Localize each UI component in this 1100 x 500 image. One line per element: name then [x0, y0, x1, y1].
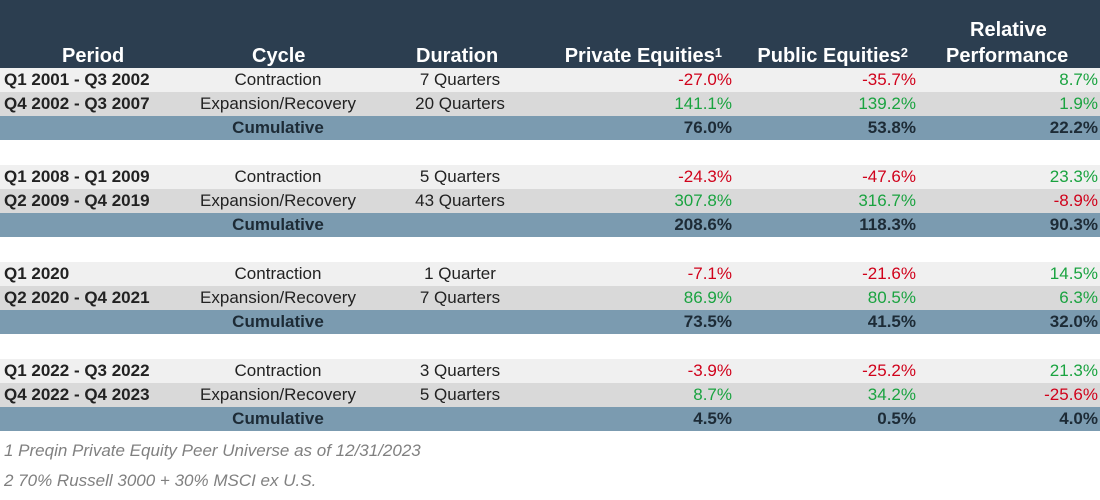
- cycle-cell: Expansion/Recovery: [200, 288, 356, 307]
- public-equities-cell: 34.2%: [867, 385, 916, 404]
- table-header: Period Cycle Duration Private Equities1 …: [0, 0, 1100, 68]
- table-row: Q2 2009 - Q4 2019 Expansion/Recovery 43 Qu…: [0, 189, 1100, 213]
- cumulative-private-cell: 208.6%: [674, 215, 732, 234]
- private-equities-cell: 141.1%: [674, 94, 732, 113]
- cumulative-label: Cumulative: [232, 409, 324, 428]
- public-equities-cell: 316.7%: [858, 191, 916, 210]
- period-cell: Q1 2022 - Q3 2022: [4, 361, 150, 380]
- cumulative-relative-cell: 32.0%: [1049, 312, 1098, 331]
- public-equities-cell: -21.6%: [862, 264, 916, 283]
- duration-cell: 5 Quarters: [419, 385, 501, 404]
- duration-cell: 1 Quarter: [424, 264, 496, 283]
- cumulative-private-cell: 73.5%: [683, 312, 732, 331]
- duration-cell: 20 Quarters: [415, 94, 505, 113]
- cumulative-private-cell: 4.5%: [693, 409, 732, 428]
- cumulative-row: Cumulative 208.6% 118.3% 90.3%: [0, 213, 1100, 237]
- period-cell: Q1 2008 - Q1 2009: [4, 167, 150, 186]
- cycle-cell: Expansion/Recovery: [200, 191, 356, 210]
- period-cell: Q4 2022 - Q4 2023: [4, 385, 150, 404]
- relative-performance-cell: 1.9%: [1059, 94, 1098, 113]
- cumulative-row: Cumulative 76.0% 53.8% 22.2%: [0, 116, 1100, 140]
- cumulative-label: Cumulative: [232, 118, 324, 137]
- private-equities-cell: 86.9%: [683, 288, 732, 307]
- period-cell: Q1 2020: [4, 264, 70, 283]
- cycle-cell: Contraction: [234, 167, 322, 186]
- cumulative-label: Cumulative: [232, 312, 324, 331]
- cycle-cell: Contraction: [234, 361, 322, 380]
- private-equities-cell: -7.1%: [687, 264, 732, 283]
- footnote-1: 1 Preqin Private Equity Peer Universe as…: [4, 441, 421, 460]
- header-duration: Duration: [416, 45, 499, 67]
- private-equities-cell: -27.0%: [678, 70, 732, 89]
- cumulative-relative-cell: 90.3%: [1049, 215, 1098, 234]
- header-private-equities: Private Equities1: [564, 45, 722, 67]
- relative-performance-cell: 21.3%: [1049, 361, 1098, 380]
- cumulative-public-cell: 41.5%: [867, 312, 916, 331]
- relative-performance-cell: 8.7%: [1059, 70, 1098, 89]
- cycle-cell: Expansion/Recovery: [200, 94, 356, 113]
- public-equities-cell: 139.2%: [858, 94, 916, 113]
- period-cell: Q4 2002 - Q3 2007: [4, 94, 150, 113]
- header-cycle: Cycle: [252, 45, 306, 67]
- footnote-2: 2 70% Russell 3000 + 30% MSCI ex U.S.: [4, 471, 317, 490]
- table-row: Q2 2020 - Q4 2021 Expansion/Recovery 7 Qua…: [0, 286, 1100, 310]
- public-equities-cell: -47.6%: [862, 167, 916, 186]
- private-equities-cell: 307.8%: [674, 191, 732, 210]
- duration-cell: 7 Quarters: [419, 288, 501, 307]
- header-period: Period: [62, 45, 125, 67]
- private-equities-cell: -3.9%: [687, 361, 732, 380]
- duration-cell: 3 Quarters: [419, 361, 501, 380]
- public-equities-cell: 80.5%: [867, 288, 916, 307]
- relative-performance-cell: 6.3%: [1059, 288, 1098, 307]
- cycle-cell: Contraction: [234, 264, 322, 283]
- table-row: Q1 2008 - Q1 2009 Contraction 5 Quarters -2…: [0, 165, 1100, 189]
- relative-performance-cell: -8.9%: [1053, 191, 1098, 210]
- private-equities-cell: -24.3%: [678, 167, 732, 186]
- cumulative-row: Cumulative 73.5% 41.5% 32.0%: [0, 310, 1100, 334]
- footnotes: 1 Preqin Private Equity Peer Universe as…: [4, 436, 421, 496]
- duration-cell: 5 Quarters: [419, 167, 501, 186]
- table-row: Q4 2022 - Q4 2023 Expansion/Recovery 5 Qua…: [0, 383, 1100, 407]
- cycle-cell: Contraction: [234, 70, 322, 89]
- cumulative-public-cell: 53.8%: [867, 118, 916, 137]
- cumulative-public-cell: 118.3%: [859, 215, 916, 234]
- duration-cell: 43 Quarters: [415, 191, 505, 210]
- relative-performance-cell: 23.3%: [1049, 167, 1098, 186]
- public-equities-cell: -25.2%: [862, 361, 916, 380]
- cumulative-relative-cell: 4.0%: [1059, 409, 1098, 428]
- period-cell: Q1 2001 - Q3 2002: [4, 70, 150, 89]
- cycle-cell: Expansion/Recovery: [200, 385, 356, 404]
- period-cell: Q2 2020 - Q4 2021: [4, 288, 150, 307]
- public-equities-cell: -35.7%: [862, 70, 916, 89]
- table-row: Q1 2020 Contraction 1 Quarter -7.1% -21.6% 14…: [0, 262, 1100, 286]
- header-relative-line1: Relative: [970, 19, 1047, 41]
- private-equities-cell: 8.7%: [693, 385, 732, 404]
- relative-performance-cell: 14.5%: [1049, 264, 1098, 283]
- period-cell: Q2 2009 - Q4 2019: [4, 191, 150, 210]
- header-public-equities: Public Equities2: [757, 45, 908, 67]
- table-row: Q1 2001 - Q3 2002 Contraction 7 Quarters -2…: [0, 68, 1100, 92]
- cumulative-label: Cumulative: [232, 215, 324, 234]
- cumulative-relative-cell: 22.2%: [1049, 118, 1098, 137]
- header-relative-line2: Performance: [946, 45, 1069, 67]
- cumulative-private-cell: 76.0%: [683, 118, 732, 137]
- relative-performance-cell: -25.6%: [1044, 385, 1098, 404]
- table-row: Q4 2002 - Q3 2007 Expansion/Recovery 20 Qu…: [0, 92, 1100, 116]
- cumulative-public-cell: 0.5%: [877, 409, 916, 428]
- cumulative-row: Cumulative 4.5% 0.5% 4.0%: [0, 407, 1100, 431]
- table-row: Q1 2022 - Q3 2022 Contraction 3 Quarters -3…: [0, 359, 1100, 383]
- duration-cell: 7 Quarters: [419, 70, 501, 89]
